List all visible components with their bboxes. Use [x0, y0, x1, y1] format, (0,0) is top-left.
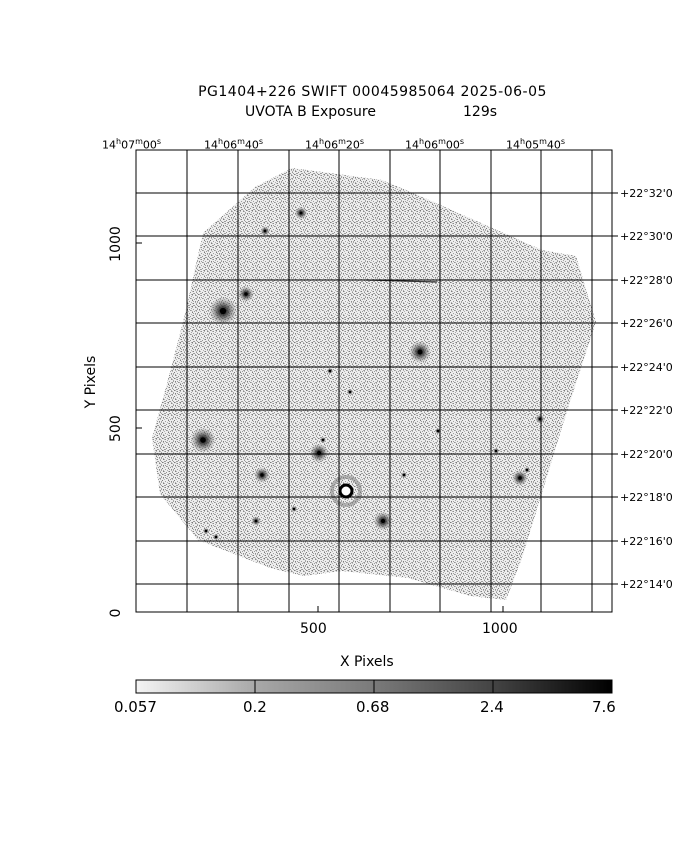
star-source-core — [417, 349, 423, 355]
dec-label: +22°14'0 — [620, 578, 673, 591]
ra-label-2: 14h06m40s — [204, 137, 264, 152]
star-source-core — [321, 438, 325, 442]
star-source-core — [494, 449, 498, 453]
y-tick-label: 0 — [108, 608, 124, 618]
star-source-core — [260, 473, 264, 477]
x-tick-label: 1000 — [482, 621, 518, 637]
coordinate-grid — [136, 150, 612, 612]
x-tick-label: 500 — [300, 621, 327, 637]
colorbar-tick-label: 0.68 — [356, 698, 390, 716]
star-source-core — [204, 529, 208, 533]
star-source-core — [214, 535, 218, 539]
ra-label-3: 14h06m20s — [305, 137, 365, 152]
point-sources — [190, 206, 545, 541]
target-source — [338, 483, 354, 499]
title-exposure-value: 129s — [463, 104, 498, 120]
dec-label: +22°20'0 — [620, 448, 673, 461]
ra-label-4: 14h06m00s — [405, 137, 465, 152]
dec-label: +22°26'0 — [620, 317, 673, 330]
dec-label: +22°24'0 — [620, 361, 673, 374]
y-axis-label: Y Pixels — [83, 355, 99, 409]
star-source-core — [254, 519, 258, 523]
plot-frame — [135, 149, 618, 613]
colorbar-tick-label: 0.057 — [114, 698, 157, 716]
title-line-1: PG1404+226 SWIFT 00045985064 2025-06-05 — [198, 84, 547, 100]
target-halo — [330, 475, 362, 507]
colorbar-tick-label: 2.4 — [480, 698, 504, 716]
y-tick-label: 1000 — [108, 226, 124, 262]
star-source-core — [436, 429, 440, 433]
dec-label: +22°32'0 — [620, 187, 673, 200]
y-tick-label: 500 — [108, 415, 124, 442]
dec-label: +22°28'0 — [620, 274, 673, 287]
x-axis-label: X Pixels — [340, 654, 394, 670]
star-source-core — [380, 518, 386, 524]
star-source-core — [299, 211, 303, 215]
star-source-core — [263, 229, 267, 233]
star-source-core — [328, 369, 332, 373]
star-source-core — [348, 390, 352, 394]
dec-label: +22°22'0 — [620, 404, 673, 417]
star-source-core — [292, 507, 296, 511]
colorbar-tick-label: 0.2 — [243, 698, 267, 716]
ra-label-1: 14h07m00s — [102, 137, 162, 152]
colorbar — [135, 679, 613, 694]
dec-label: +22°18'0 — [620, 491, 673, 504]
dec-label: +22°30'0 — [620, 230, 673, 243]
dec-label: +22°16'0 — [620, 535, 673, 548]
star-source-core — [244, 292, 248, 296]
star-source-core — [402, 473, 406, 477]
star-source-core — [200, 437, 206, 443]
colorbar-tick-label: 7.6 — [592, 698, 616, 716]
ra-label-5: 14h05m40s — [506, 137, 566, 152]
exposure-field — [152, 168, 596, 600]
star-source-core — [219, 307, 227, 315]
title-exposure-label: UVOTA B Exposure — [245, 104, 376, 120]
star-source-core — [525, 468, 529, 472]
star-source-core — [518, 476, 522, 480]
